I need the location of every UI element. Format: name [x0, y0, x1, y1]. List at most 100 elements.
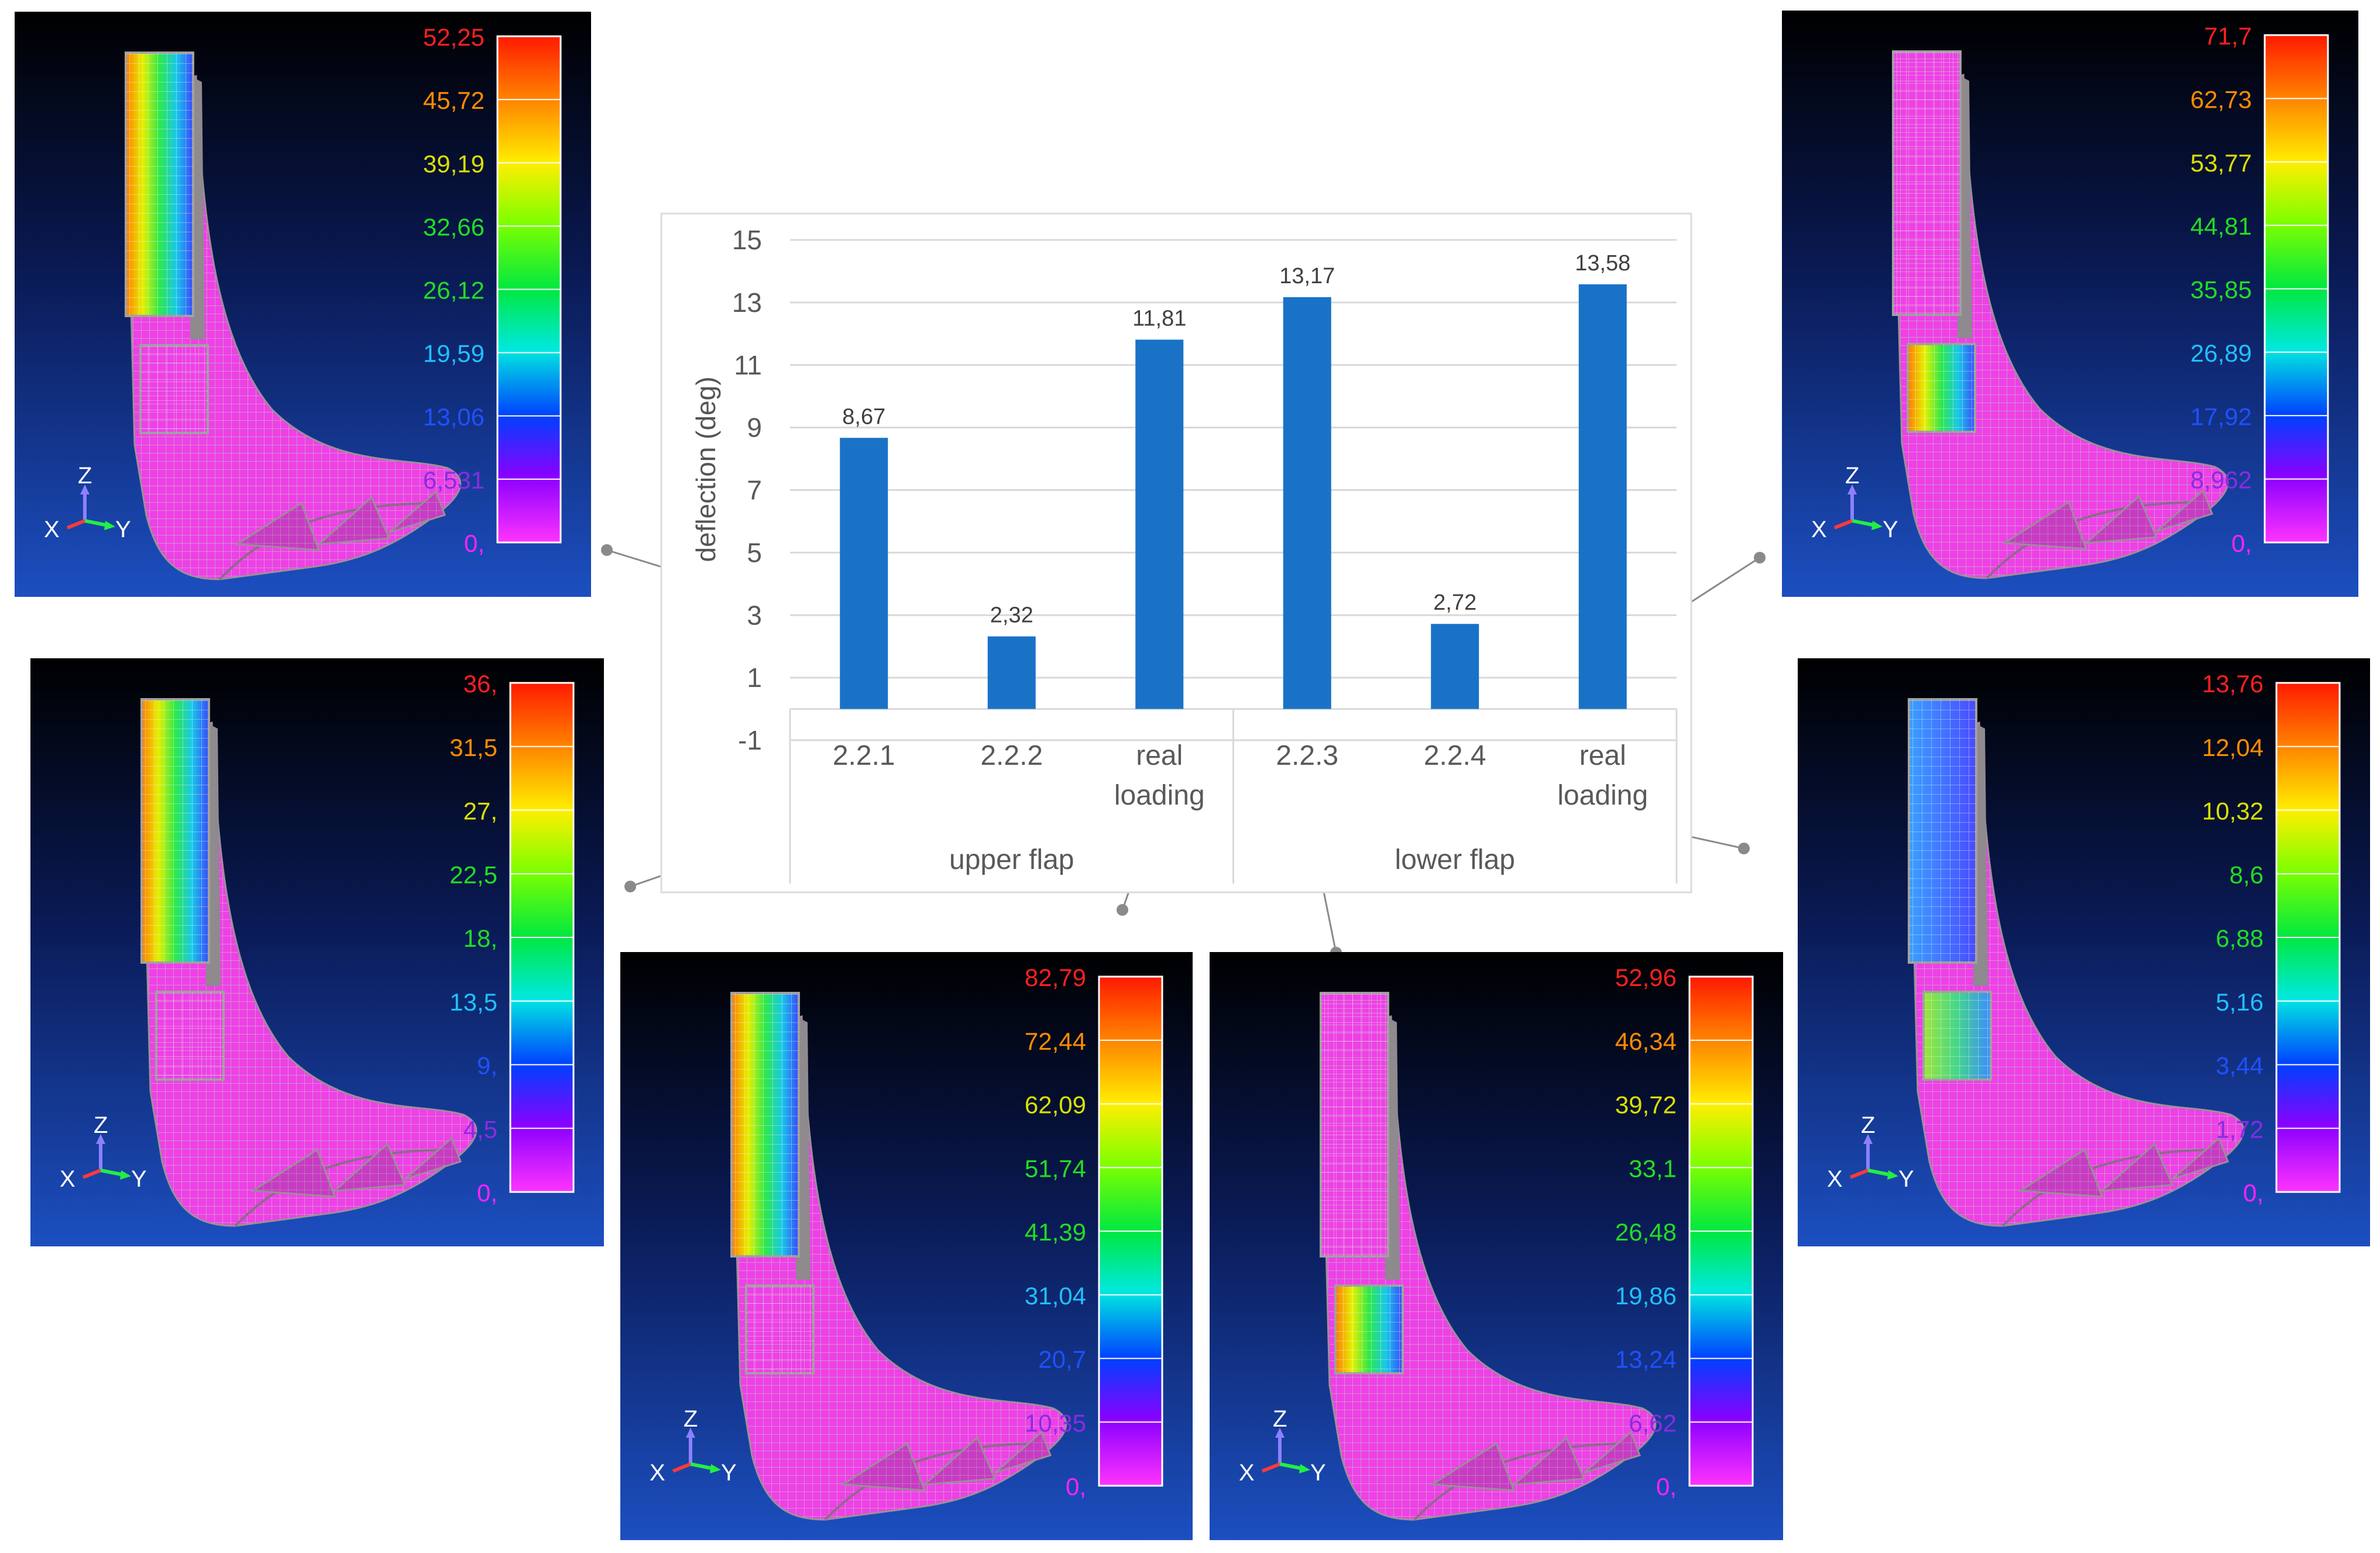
legend-label: 26,89: [2190, 339, 2252, 367]
axis-label-y: Y: [115, 517, 131, 542]
legend-label: 0,: [477, 1179, 497, 1207]
legend-label: 39,19: [423, 150, 485, 177]
legend-label: 33,1: [1629, 1155, 1677, 1182]
axis-label-y: Y: [1883, 517, 1898, 542]
x-category-label: 2.2.3: [1276, 740, 1338, 771]
lower-flap-mesh: [140, 345, 208, 433]
fin-model: [140, 698, 478, 1227]
panel-p1: Z X Y 52,25 45,72 39,19 32,66 26,12 19,59 13,06 6,…: [15, 12, 591, 597]
y-tick-label: -1: [738, 725, 762, 755]
legend-label: 45,72: [423, 87, 485, 114]
axis-label-y: Y: [131, 1166, 147, 1192]
legend-label: 39,72: [1615, 1091, 1677, 1119]
x-category-label-line2: loading: [1114, 780, 1205, 811]
axis-label-z: Z: [94, 1112, 108, 1138]
axis-label-x: X: [60, 1166, 75, 1192]
legend-label: 6,62: [1629, 1409, 1677, 1437]
axis-triad: Z X Y: [44, 463, 131, 542]
fin-model: [1908, 698, 2245, 1227]
lower-flap-mesh: [156, 992, 224, 1080]
legend-label: 22,5: [449, 861, 497, 888]
legend-label: 53,77: [2190, 149, 2252, 177]
legend-label: 41,39: [1025, 1218, 1086, 1246]
legend-label: 12,04: [2202, 734, 2264, 761]
fin-model: [125, 51, 462, 580]
y-axis-label: deflection (deg): [691, 376, 721, 562]
axis-label-y: Y: [721, 1460, 737, 1486]
legend-label: 71,7: [2204, 22, 2252, 50]
legend-label: 20,7: [1038, 1346, 1086, 1373]
bar: [1431, 624, 1479, 709]
axis-triad: Z X Y: [1239, 1406, 1326, 1486]
legend-label: 19,86: [1615, 1282, 1677, 1310]
x-category-label: 2.2.2: [980, 740, 1043, 771]
bar-value-label: 8,67: [842, 404, 885, 429]
x-category-label: 2.2.4: [1424, 740, 1486, 771]
upper-flap-mesh: [142, 699, 209, 963]
axis-label-z: Z: [1861, 1112, 1875, 1138]
chart-gridlines: [789, 239, 1678, 884]
legend-label: 72,44: [1025, 1028, 1086, 1055]
axis-label-z: Z: [1273, 1406, 1287, 1432]
legend-label: 36,: [463, 670, 497, 698]
legend-label: 19,59: [423, 340, 485, 367]
legend-label: 51,74: [1025, 1155, 1086, 1182]
legend-label: 0,: [2231, 530, 2252, 557]
y-tick-label: 9: [747, 413, 762, 443]
upper-flap-mesh: [126, 53, 193, 316]
x-group-label: upper flap: [949, 844, 1074, 875]
bar: [1283, 297, 1331, 709]
axis-label-x: X: [650, 1460, 665, 1486]
bar: [1578, 284, 1627, 709]
upper-flap-mesh: [1893, 51, 1960, 315]
bar-value-labels: 8,67 2,32 11,81 13,17 2,72 13,58: [842, 251, 1630, 628]
legend-label: 32,66: [423, 213, 485, 240]
legend-label: 35,85: [2190, 276, 2252, 304]
x-group-labels: upper flap lower flap: [949, 844, 1515, 875]
upper-flap-mesh: [731, 993, 799, 1256]
connector-dot: [1754, 552, 1766, 564]
lower-flap-mesh: [1335, 1286, 1403, 1373]
legend-label: 13,5: [449, 988, 497, 1016]
axis-label-y: Y: [1310, 1460, 1326, 1486]
x-category-label: 2.2.1: [833, 740, 895, 771]
deflection-bar-chart: 15 13 11 9 7 5 3 1 -1 8,67 2,32 11,81 13,17 2,72 13,5…: [660, 212, 1692, 894]
y-tick-label: 1: [747, 662, 762, 693]
legend-label: 13,06: [423, 403, 485, 431]
legend-label: 13,76: [2202, 670, 2264, 698]
legend-label: 52,25: [423, 23, 485, 51]
legend-label: 8,6: [2230, 861, 2264, 888]
legend-label: 10,32: [2202, 798, 2264, 825]
x-category-label: real: [1579, 740, 1626, 771]
axis-triad: Z X Y: [1827, 1112, 1914, 1192]
legend-label: 17,92: [2190, 403, 2252, 430]
bar-value-label: 13,58: [1575, 251, 1630, 276]
lower-flap-mesh: [746, 1286, 813, 1373]
legend-label: 9,: [477, 1052, 497, 1080]
legend-label: 27,: [463, 798, 497, 825]
legend-label: 18,: [463, 925, 497, 952]
legend-label: 3,44: [2216, 1052, 2264, 1080]
y-tick-label: 11: [734, 350, 762, 380]
axis-label-z: Z: [1845, 463, 1859, 489]
axis-label-y: Y: [1898, 1166, 1914, 1192]
y-tick-label: 5: [747, 537, 762, 568]
bar: [840, 438, 888, 709]
legend-label: 13,24: [1615, 1346, 1677, 1373]
legend-label: 52,96: [1615, 964, 1677, 991]
panel-p5: Z X Y 82,79 72,44 62,09 51,74 41,39 31,04 20,7 10,…: [620, 952, 1193, 1540]
bar: [1135, 339, 1184, 709]
upper-flap-mesh: [1321, 993, 1388, 1256]
legend-label: 10,35: [1025, 1409, 1086, 1437]
legend-label: 6,88: [2216, 925, 2264, 952]
chart-bars: [840, 284, 1627, 709]
axis-triad: Z X Y: [60, 1112, 147, 1192]
legend-label: 62,73: [2190, 85, 2252, 113]
y-tick-label: 15: [732, 225, 762, 255]
axis-label-z: Z: [684, 1406, 698, 1432]
fin-model: [1320, 992, 1657, 1521]
panel-p6: Z X Y 52,96 46,34 39,72 33,1 26,48 19,86 13,24 6,6…: [1210, 952, 1783, 1540]
panel-p2: Z X Y 71,7 62,73 53,77 44,81 35,85 26,89 17,92 8,9…: [1782, 11, 2358, 597]
connector-dot: [1117, 904, 1128, 916]
